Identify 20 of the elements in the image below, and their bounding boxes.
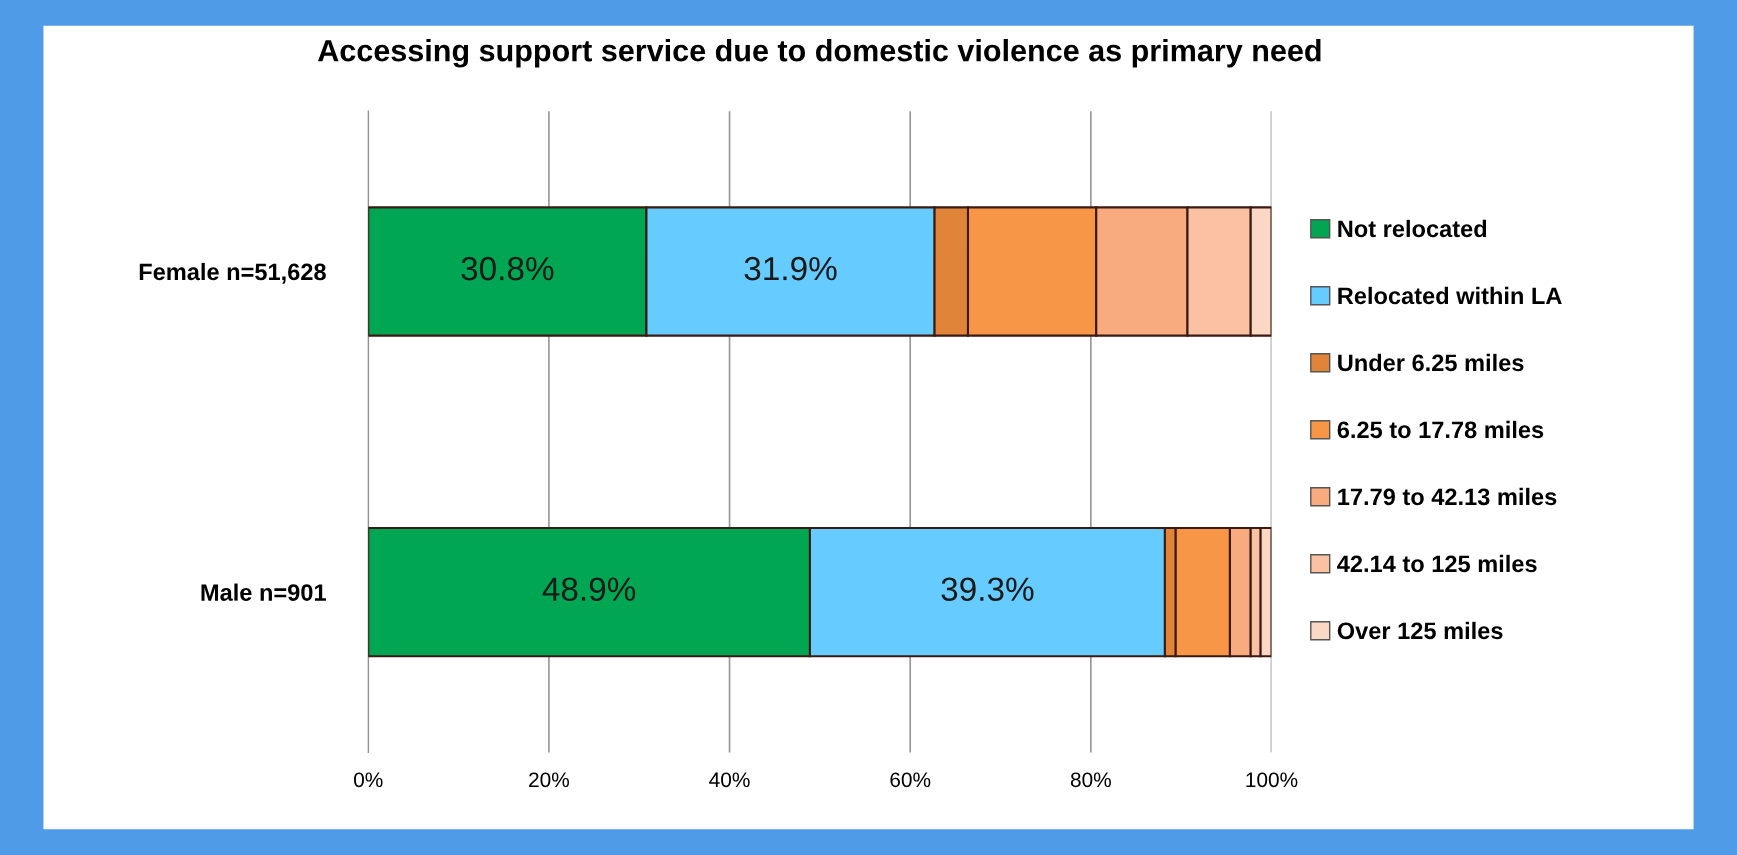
legend-label: Under 6.25 miles — [1338, 353, 1524, 372]
data-label: 39.3% — [941, 577, 1034, 602]
x-tick-label: 60% — [890, 772, 931, 788]
chart-title: Accessing support service due to domestic violence as primary need — [318, 39, 1321, 68]
x-tick-label: 20% — [529, 772, 569, 788]
x-tick-label: 40% — [709, 772, 750, 788]
legend-label: Not relocated — [1338, 219, 1487, 238]
legend-label: 17.79 to 42.13 miles — [1338, 487, 1557, 506]
legend-label: Over 125 miles — [1337, 621, 1503, 640]
data-label: 48.9% — [542, 577, 636, 602]
x-tick-label: 100% — [1246, 772, 1298, 788]
legend-label: 6.25 to 17.78 miles — [1337, 420, 1544, 439]
legend-label: Relocated within LA — [1338, 286, 1562, 305]
legend-label: 42.14 to 125 miles — [1337, 554, 1537, 573]
y-tick-label: Female n=51,628 — [139, 262, 326, 284]
data-label: 30.8% — [461, 256, 554, 281]
x-tick-label: 0% — [354, 772, 383, 788]
data-label: 31.9% — [744, 256, 837, 281]
x-tick-label: 80% — [1070, 772, 1111, 788]
y-tick-label: Male n=901 — [201, 583, 326, 601]
